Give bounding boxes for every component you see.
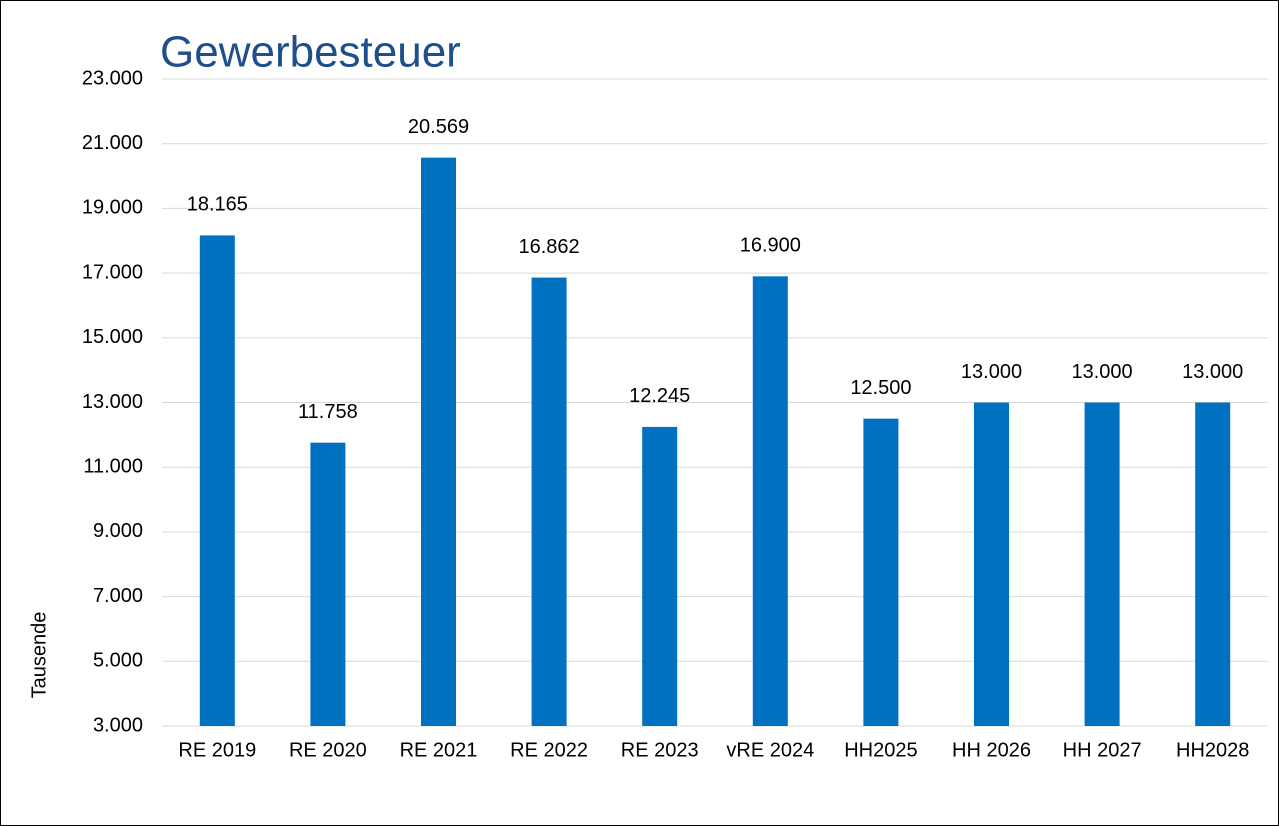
x-tick-label: RE 2020	[289, 739, 367, 761]
y-tick-label: 15.000	[82, 326, 143, 348]
y-tick-label: 17.000	[82, 261, 143, 283]
bar	[421, 157, 456, 727]
y-tick-label: 5.000	[93, 650, 143, 672]
y-tick-label: 23.000	[82, 67, 143, 89]
value-label: 20.569	[408, 116, 469, 138]
bar	[531, 277, 567, 726]
y-axis-label: Tausende	[28, 612, 50, 699]
value-label: 16.862	[519, 236, 580, 258]
value-label: 16.900	[740, 235, 801, 257]
bar	[1084, 402, 1120, 726]
bar	[310, 442, 346, 726]
bar	[863, 418, 899, 726]
bar	[974, 402, 1009, 726]
x-tick-label: HH 2026	[952, 739, 1031, 761]
x-tick-label: RE 2021	[400, 739, 478, 761]
x-tick-label: RE 2023	[621, 739, 699, 761]
bar	[642, 426, 678, 726]
y-tick-label: 11.000	[83, 455, 143, 477]
bar	[752, 276, 788, 726]
x-tick-label: RE 2019	[178, 739, 256, 761]
value-label: 13.000	[961, 361, 1022, 383]
y-tick-label: 9.000	[93, 520, 143, 542]
y-tick-label: 13.000	[82, 391, 143, 413]
value-label: 12.245	[629, 385, 690, 407]
x-tick-label: RE 2022	[510, 739, 588, 761]
value-label: 11.758	[298, 401, 358, 423]
y-tick-label: 19.000	[82, 197, 143, 219]
x-tick-label: HH2025	[844, 739, 917, 761]
value-label: 13.000	[1182, 361, 1243, 383]
y-tick-label: 7.000	[93, 585, 143, 607]
bar	[1195, 402, 1231, 726]
chart-title: Gewerbesteuer	[160, 28, 461, 77]
x-tick-label: vRE 2024	[726, 739, 814, 761]
y-tick-label: 21.000	[82, 132, 143, 154]
value-label: 18.165	[187, 194, 248, 216]
bar	[199, 235, 235, 727]
value-label: 13.000	[1072, 361, 1133, 383]
value-label: 12.500	[850, 377, 911, 399]
x-tick-label: HH2028	[1176, 739, 1249, 761]
x-tick-label: HH 2027	[1063, 739, 1142, 761]
y-tick-label: 3.000	[93, 714, 143, 736]
